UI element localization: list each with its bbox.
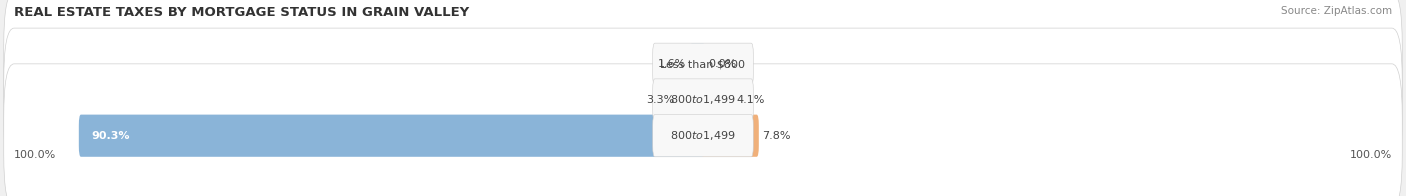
FancyBboxPatch shape: [678, 79, 704, 121]
Text: Less than $800: Less than $800: [661, 59, 745, 69]
Text: $800 to $1,499: $800 to $1,499: [671, 129, 735, 142]
Text: 100.0%: 100.0%: [14, 150, 56, 160]
Text: 0.0%: 0.0%: [709, 59, 737, 69]
Text: REAL ESTATE TAXES BY MORTGAGE STATUS IN GRAIN VALLEY: REAL ESTATE TAXES BY MORTGAGE STATUS IN …: [14, 6, 470, 19]
FancyBboxPatch shape: [690, 43, 704, 85]
Text: $800 to $1,499: $800 to $1,499: [671, 93, 735, 106]
FancyBboxPatch shape: [4, 28, 1402, 172]
Text: Source: ZipAtlas.com: Source: ZipAtlas.com: [1281, 6, 1392, 16]
FancyBboxPatch shape: [652, 115, 754, 157]
Text: 7.8%: 7.8%: [762, 131, 790, 141]
FancyBboxPatch shape: [4, 0, 1402, 136]
FancyBboxPatch shape: [702, 115, 759, 157]
FancyBboxPatch shape: [702, 79, 734, 121]
FancyBboxPatch shape: [4, 64, 1402, 196]
FancyBboxPatch shape: [652, 79, 754, 121]
FancyBboxPatch shape: [652, 43, 754, 85]
Text: 90.3%: 90.3%: [91, 131, 129, 141]
Text: 4.1%: 4.1%: [737, 95, 765, 105]
Text: 100.0%: 100.0%: [1350, 150, 1392, 160]
Text: 3.3%: 3.3%: [647, 95, 675, 105]
Text: 1.6%: 1.6%: [658, 59, 686, 69]
FancyBboxPatch shape: [79, 115, 704, 157]
